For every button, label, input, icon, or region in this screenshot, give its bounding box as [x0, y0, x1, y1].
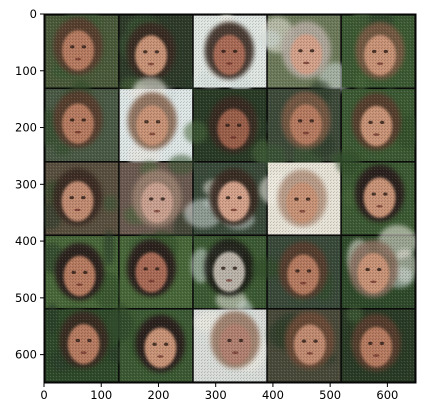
sample-tile: [119, 154, 196, 250]
x-tick-label: 100: [90, 388, 112, 402]
x-tick-label: 300: [205, 388, 227, 402]
sample-tile: [119, 230, 193, 308]
sample-tile: [193, 14, 267, 97]
sample-tile: [45, 14, 119, 88]
sample-tile: [341, 224, 416, 308]
sample-tile: [341, 307, 415, 382]
sample-tile: [44, 230, 122, 309]
sample-tile: [119, 15, 196, 98]
x-tick-label: 200: [147, 388, 169, 402]
y-tick-label: 300: [15, 177, 37, 191]
x-axis-ticks: 0 100 200 300 400 500 600: [40, 383, 398, 402]
sample-tile: [183, 162, 267, 235]
sample-tile: [119, 77, 193, 171]
y-tick-label: 100: [15, 64, 37, 78]
sample-tile: [267, 309, 341, 382]
x-tick-label: 400: [262, 388, 284, 402]
sample-tile: [44, 162, 119, 235]
sample-tile: [341, 14, 415, 96]
sample-tile: [330, 87, 416, 165]
y-tick-label: 600: [15, 348, 37, 362]
x-tick-label: 500: [319, 388, 341, 402]
x-tick-label: 600: [376, 388, 398, 402]
sample-tile: [258, 15, 352, 93]
sample-tile: [335, 150, 415, 235]
sample-tile: [259, 162, 341, 235]
x-tick-label: 0: [40, 388, 47, 402]
axes-frame: [43, 13, 417, 384]
sample-tile: [251, 236, 341, 308]
sample-grid-image: [44, 14, 416, 383]
sample-tile: [193, 300, 267, 382]
y-tick-label: 500: [15, 291, 37, 305]
sample-tile: [44, 79, 119, 161]
sample-tile: [183, 89, 276, 166]
y-tick-label: 200: [15, 121, 37, 135]
y-tick-label: 400: [15, 234, 37, 248]
y-axis-ticks: 0 100 200 300 400 500 600: [15, 7, 44, 362]
y-tick-label: 0: [30, 7, 37, 21]
sample-tile: [107, 302, 193, 382]
sample-tile: [45, 302, 126, 382]
